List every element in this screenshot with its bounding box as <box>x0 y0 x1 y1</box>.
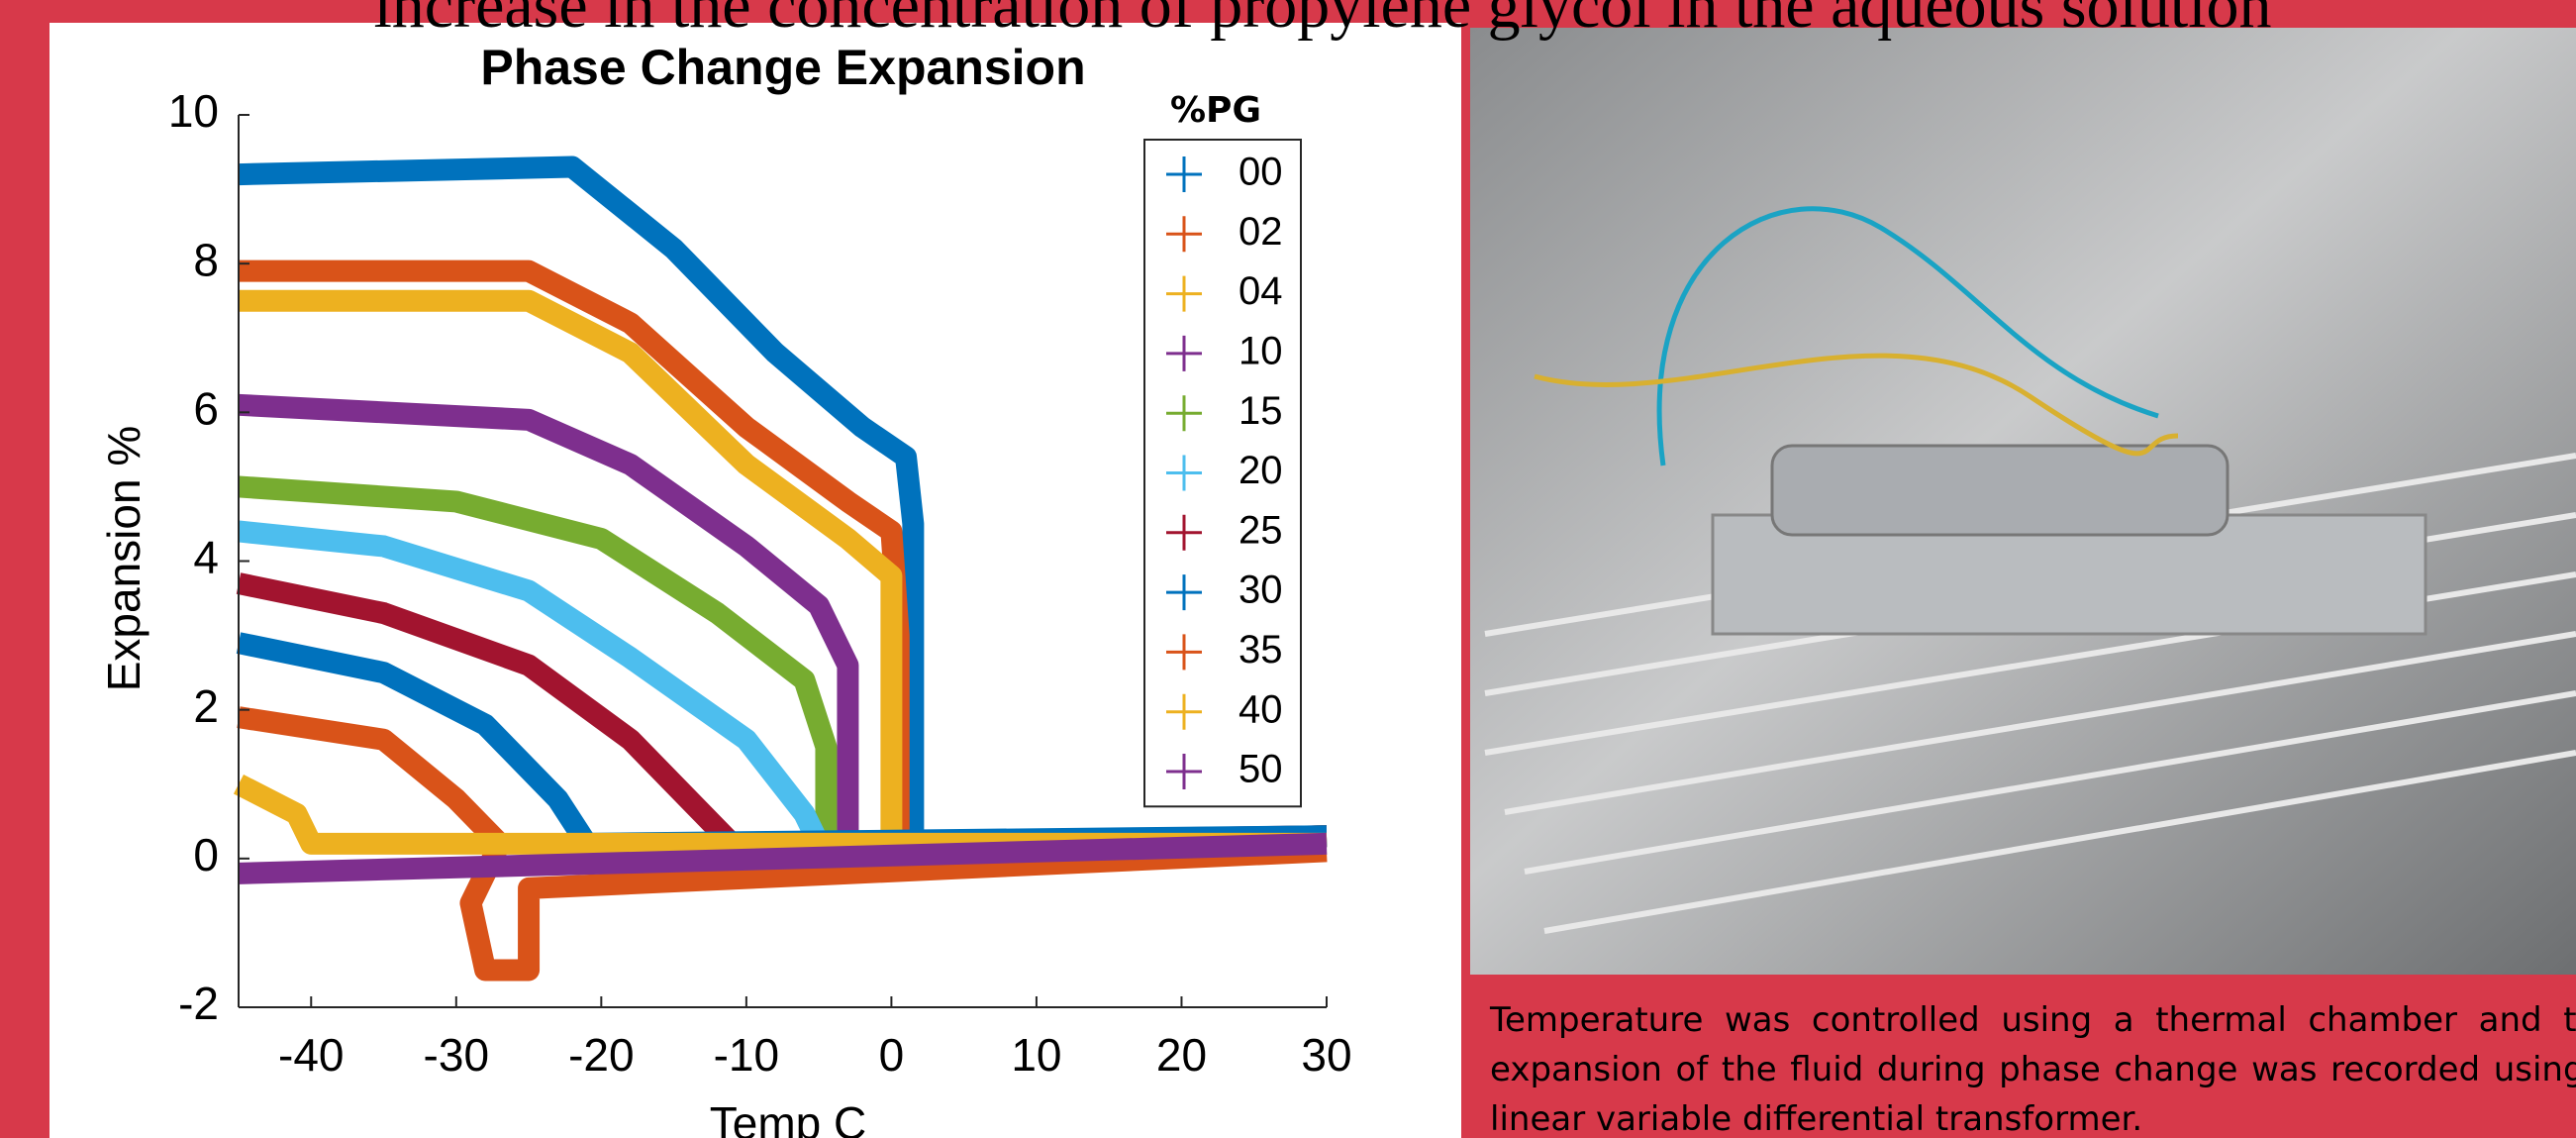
y-axis-label: Expansion % <box>98 426 149 692</box>
caption: Temperature was controlled using a therm… <box>1490 995 2576 1138</box>
y-tick-label: 2 <box>193 680 219 732</box>
legend-label: 25 <box>1238 508 1283 552</box>
page: increase in the concentration of propyle… <box>0 0 2576 1138</box>
header-text: increase in the concentration of propyle… <box>373 0 2271 42</box>
y-tick-label: -2 <box>178 978 219 1029</box>
y-tick-label: 4 <box>193 532 219 583</box>
legend-label: 04 <box>1238 269 1283 313</box>
legend-label: 40 <box>1238 687 1283 731</box>
photo-sensor <box>1772 446 2228 535</box>
legend-label: 00 <box>1238 151 1283 194</box>
x-tick-label: 0 <box>879 1029 905 1081</box>
y-tick-label: 8 <box>193 234 219 285</box>
x-tick-label: 30 <box>1301 1029 1351 1081</box>
legend-label: 30 <box>1238 569 1283 612</box>
y-tick-label: 6 <box>193 382 219 434</box>
legend-label: 15 <box>1238 389 1283 433</box>
x-tick-label: -30 <box>424 1029 489 1081</box>
x-tick-label: 20 <box>1156 1029 1207 1081</box>
x-tick-label: -20 <box>568 1029 634 1081</box>
x-tick-label: 10 <box>1011 1029 1061 1081</box>
y-tick-label: 10 <box>168 85 219 137</box>
legend-title: %PG <box>1170 90 1261 131</box>
legend-label: 50 <box>1238 748 1283 791</box>
x-tick-label: -40 <box>278 1029 344 1081</box>
chart: increase in the concentration of propyle… <box>0 0 2576 1138</box>
legend-label: 35 <box>1238 628 1283 672</box>
x-tick-label: -10 <box>714 1029 779 1081</box>
x-axis-label: Temp C <box>710 1097 866 1138</box>
legend-label: 10 <box>1238 329 1283 372</box>
legend-label: 02 <box>1238 210 1283 254</box>
y-tick-label: 0 <box>193 829 219 880</box>
legend-label: 20 <box>1238 449 1283 492</box>
chart-title: Phase Change Expansion <box>480 40 1085 95</box>
